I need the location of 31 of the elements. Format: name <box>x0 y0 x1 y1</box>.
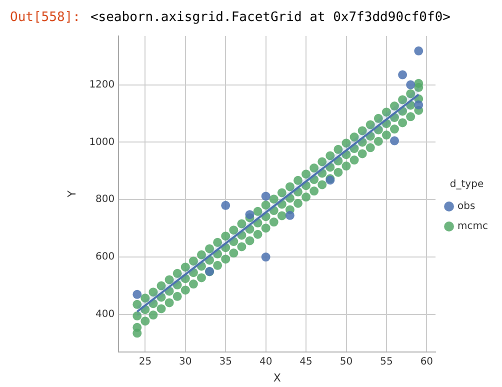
x-tick-label: 60 <box>420 356 434 368</box>
x-tick-label: 25 <box>138 356 152 368</box>
point <box>414 100 424 110</box>
text: Out[558]: <box>10 10 80 25</box>
x-tick-label: 50 <box>340 356 353 368</box>
point <box>245 210 254 220</box>
point <box>398 70 408 80</box>
x-tick-label: 55 <box>380 356 393 368</box>
y-tick-label: 800 <box>96 194 115 206</box>
x-axis-title: X <box>273 371 282 384</box>
point <box>261 252 270 262</box>
x-tick-label: 30 <box>179 356 192 368</box>
y-tick-label: 600 <box>96 252 115 263</box>
point <box>221 200 230 210</box>
y-axis-title: Y <box>65 190 78 198</box>
x-tick-label: 40 <box>259 356 272 368</box>
point <box>285 210 294 220</box>
legend-title: d_type <box>450 179 484 190</box>
point <box>261 192 270 201</box>
point <box>132 290 142 299</box>
y-tick-label: 1000 <box>89 136 115 148</box>
x-tick-label: 45 <box>300 356 312 368</box>
point <box>406 80 416 90</box>
legend-label: mcmc <box>458 221 488 232</box>
x-tick-label: 35 <box>219 356 232 368</box>
legend-label: obs <box>458 201 476 212</box>
point <box>414 46 424 56</box>
y-tick-label: 400 <box>96 309 115 320</box>
text: <seaborn.axisgrid.FacetGrid at 0x7f3dd90cf0f0> <box>90 10 450 25</box>
point <box>390 136 400 146</box>
y-tick-label: 1200 <box>89 79 115 90</box>
